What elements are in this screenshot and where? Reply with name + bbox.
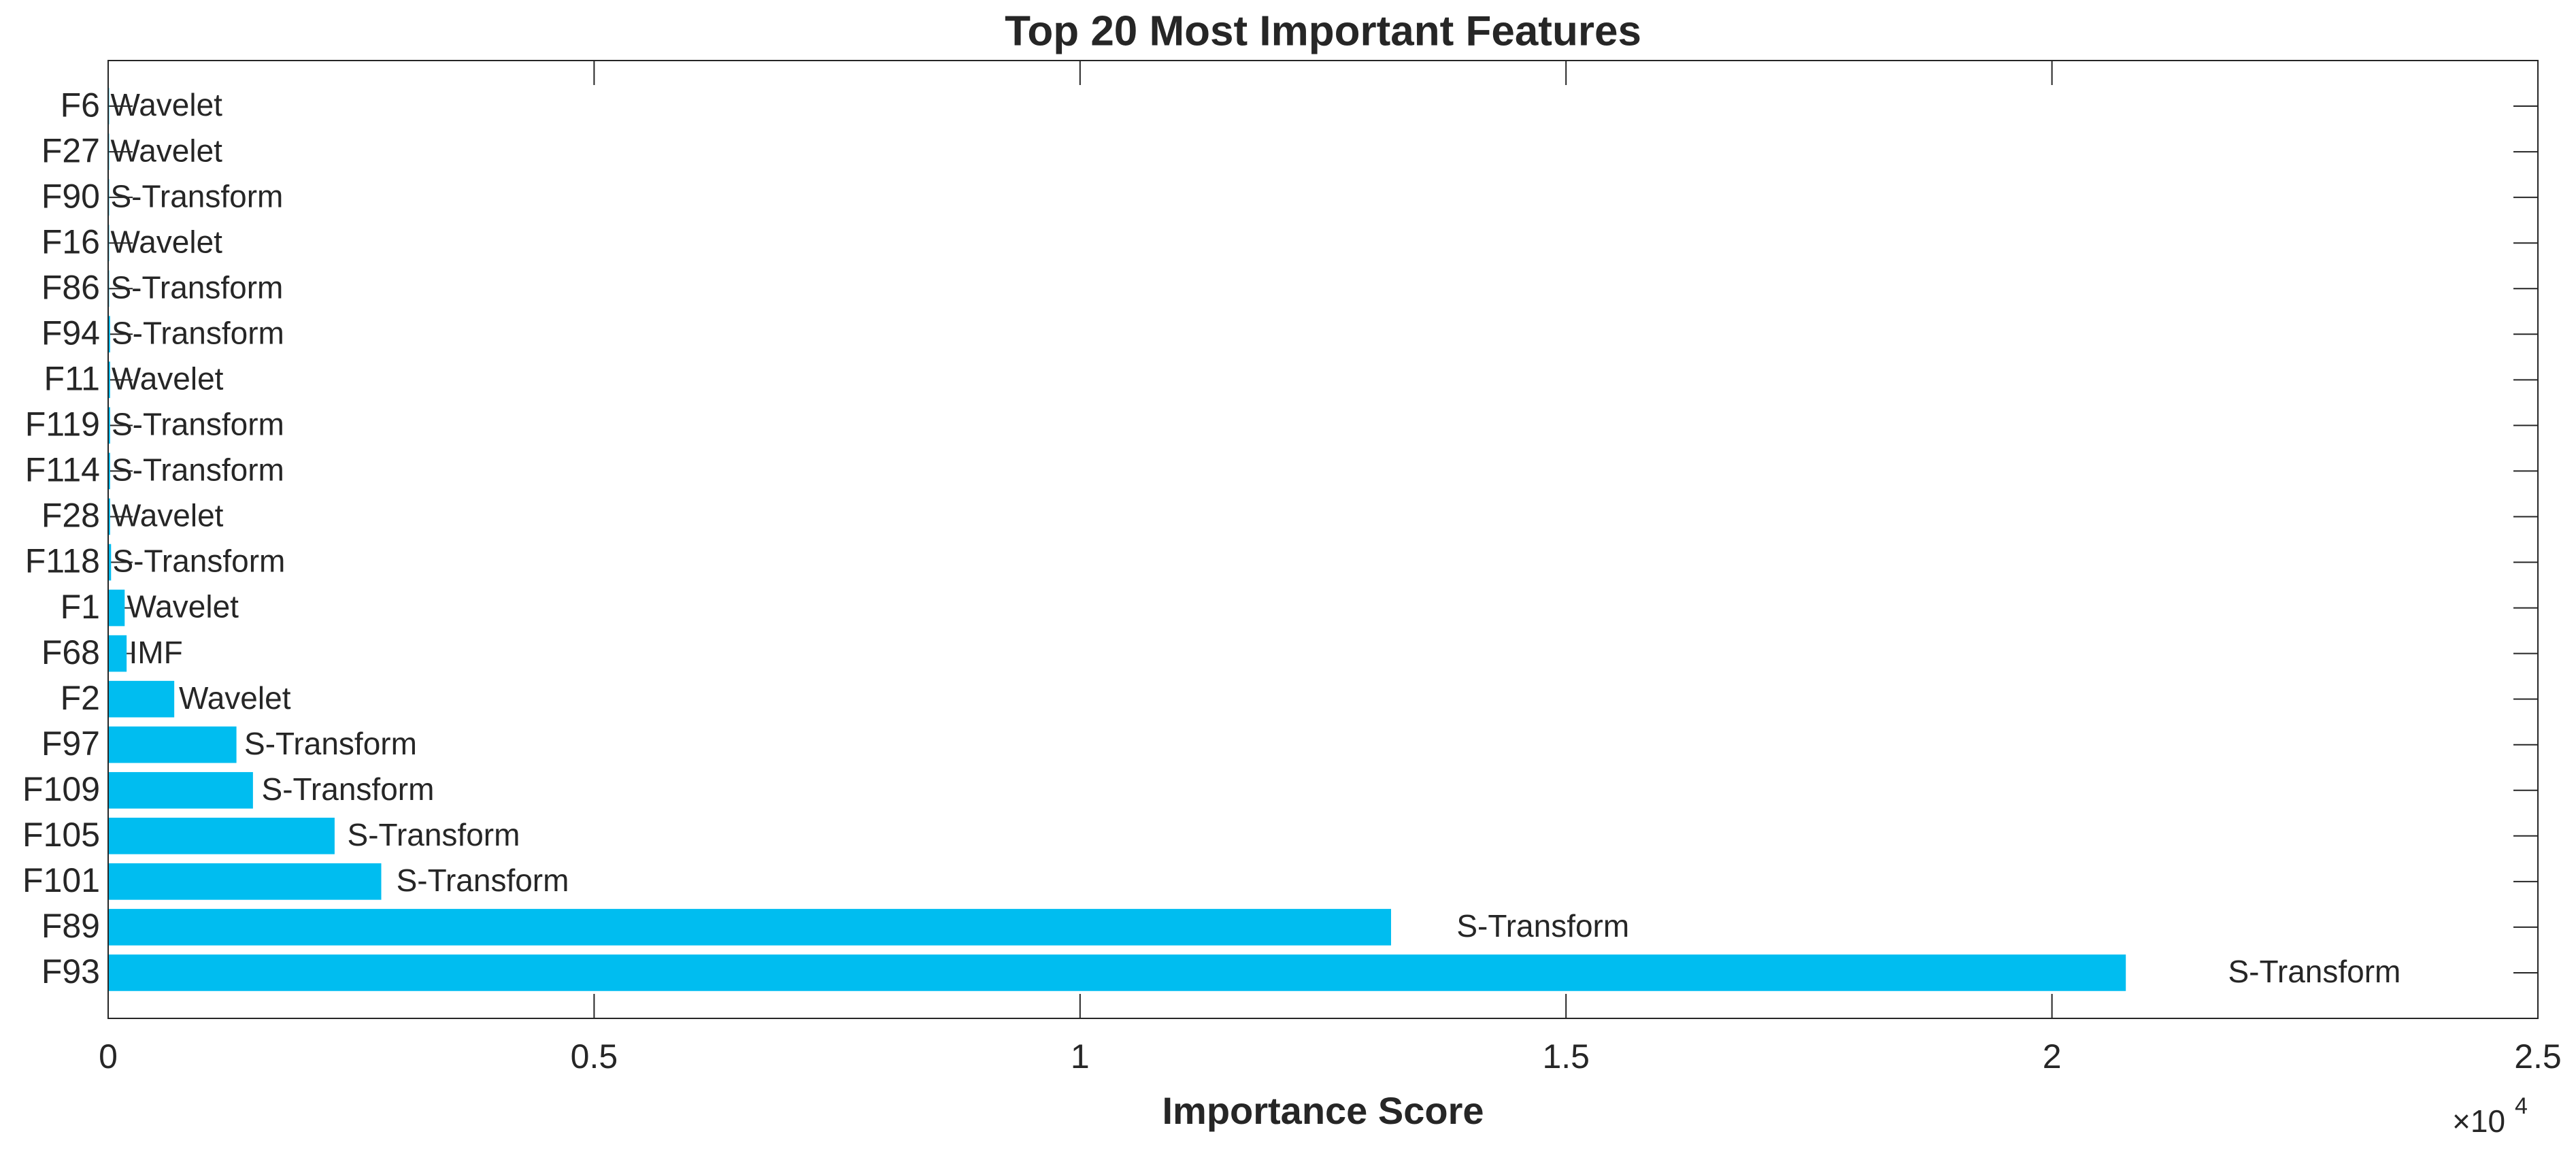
- bar-label: Wavelet: [111, 87, 223, 122]
- bar-label: Wavelet: [127, 589, 239, 625]
- y-tick-label: F97: [41, 725, 100, 763]
- bar: [108, 771, 253, 809]
- x-multiplier: ×10: [2452, 1103, 2505, 1139]
- y-tick-label: F6: [61, 86, 100, 124]
- x-tick-label: 2.5: [2514, 1037, 2562, 1076]
- bar: [108, 817, 335, 854]
- bar: [108, 452, 110, 490]
- x-axis-label: Importance Score: [1162, 1089, 1484, 1132]
- bar-label: S-Transform: [262, 771, 435, 807]
- bar: [108, 909, 1392, 946]
- bar-label: S-Transform: [111, 178, 284, 214]
- bar-label: S-Transform: [2228, 954, 2401, 989]
- bar-label: S-Transform: [1456, 908, 1629, 944]
- bar-label: IMF: [129, 635, 183, 670]
- x-tick-label: 2: [2043, 1037, 2062, 1076]
- y-tick-label: F28: [41, 497, 100, 535]
- y-tick-label: F114: [25, 451, 100, 489]
- bar: [108, 726, 237, 763]
- y-tick-label: F119: [25, 405, 100, 444]
- chart-title: Top 20 Most Important Features: [1005, 7, 1641, 54]
- y-tick-label: F89: [41, 907, 100, 945]
- bar: [108, 498, 110, 535]
- y-tick-label: F1: [61, 588, 100, 626]
- bar-label: Wavelet: [112, 498, 224, 533]
- x-tick-label: 1: [1071, 1037, 1090, 1076]
- bar-label: S-Transform: [111, 269, 284, 305]
- bar-label: S-Transform: [112, 407, 284, 442]
- bar: [108, 544, 112, 581]
- bar: [108, 589, 125, 627]
- x-tick-label: 0.5: [571, 1037, 618, 1076]
- y-tick-label: F68: [41, 633, 100, 671]
- y-tick-label: F109: [22, 770, 100, 808]
- bar: [108, 316, 110, 353]
- y-tick-label: F27: [41, 131, 100, 169]
- y-tick-label: F2: [61, 679, 100, 717]
- y-tick-label: F16: [41, 222, 100, 261]
- bar-label: S-Transform: [112, 452, 284, 488]
- bar-label: S-Transform: [397, 863, 569, 898]
- bar-label: Wavelet: [112, 361, 224, 396]
- y-tick-label: F90: [41, 177, 100, 215]
- bar: [108, 361, 110, 399]
- bar-label: Wavelet: [111, 133, 223, 168]
- bar-label: S-Transform: [112, 315, 284, 350]
- bar-label: S-Transform: [348, 817, 520, 852]
- x-tick-label: 0: [99, 1037, 118, 1076]
- y-tick-label: F86: [41, 268, 100, 306]
- bar: [108, 407, 110, 444]
- bar: [108, 863, 382, 900]
- x-tick-label: 1.5: [1542, 1037, 1590, 1076]
- bar: [108, 954, 2126, 991]
- bar-label: Wavelet: [111, 224, 223, 259]
- y-tick-label: F101: [22, 861, 100, 899]
- bar-label: Wavelet: [179, 680, 291, 716]
- bar: [108, 680, 175, 718]
- y-tick-label: F94: [41, 314, 100, 352]
- x-multiplier-exponent: 4: [2515, 1093, 2528, 1119]
- y-tick-label: F118: [25, 542, 100, 580]
- y-tick-label: F105: [22, 816, 100, 854]
- y-tick-label: F93: [41, 952, 100, 990]
- y-tick-label: F11: [44, 360, 100, 398]
- bar: [108, 635, 127, 672]
- bar-label: S-Transform: [113, 544, 286, 579]
- plot-frame: [107, 60, 2539, 1019]
- bar-label: S-Transform: [244, 726, 417, 761]
